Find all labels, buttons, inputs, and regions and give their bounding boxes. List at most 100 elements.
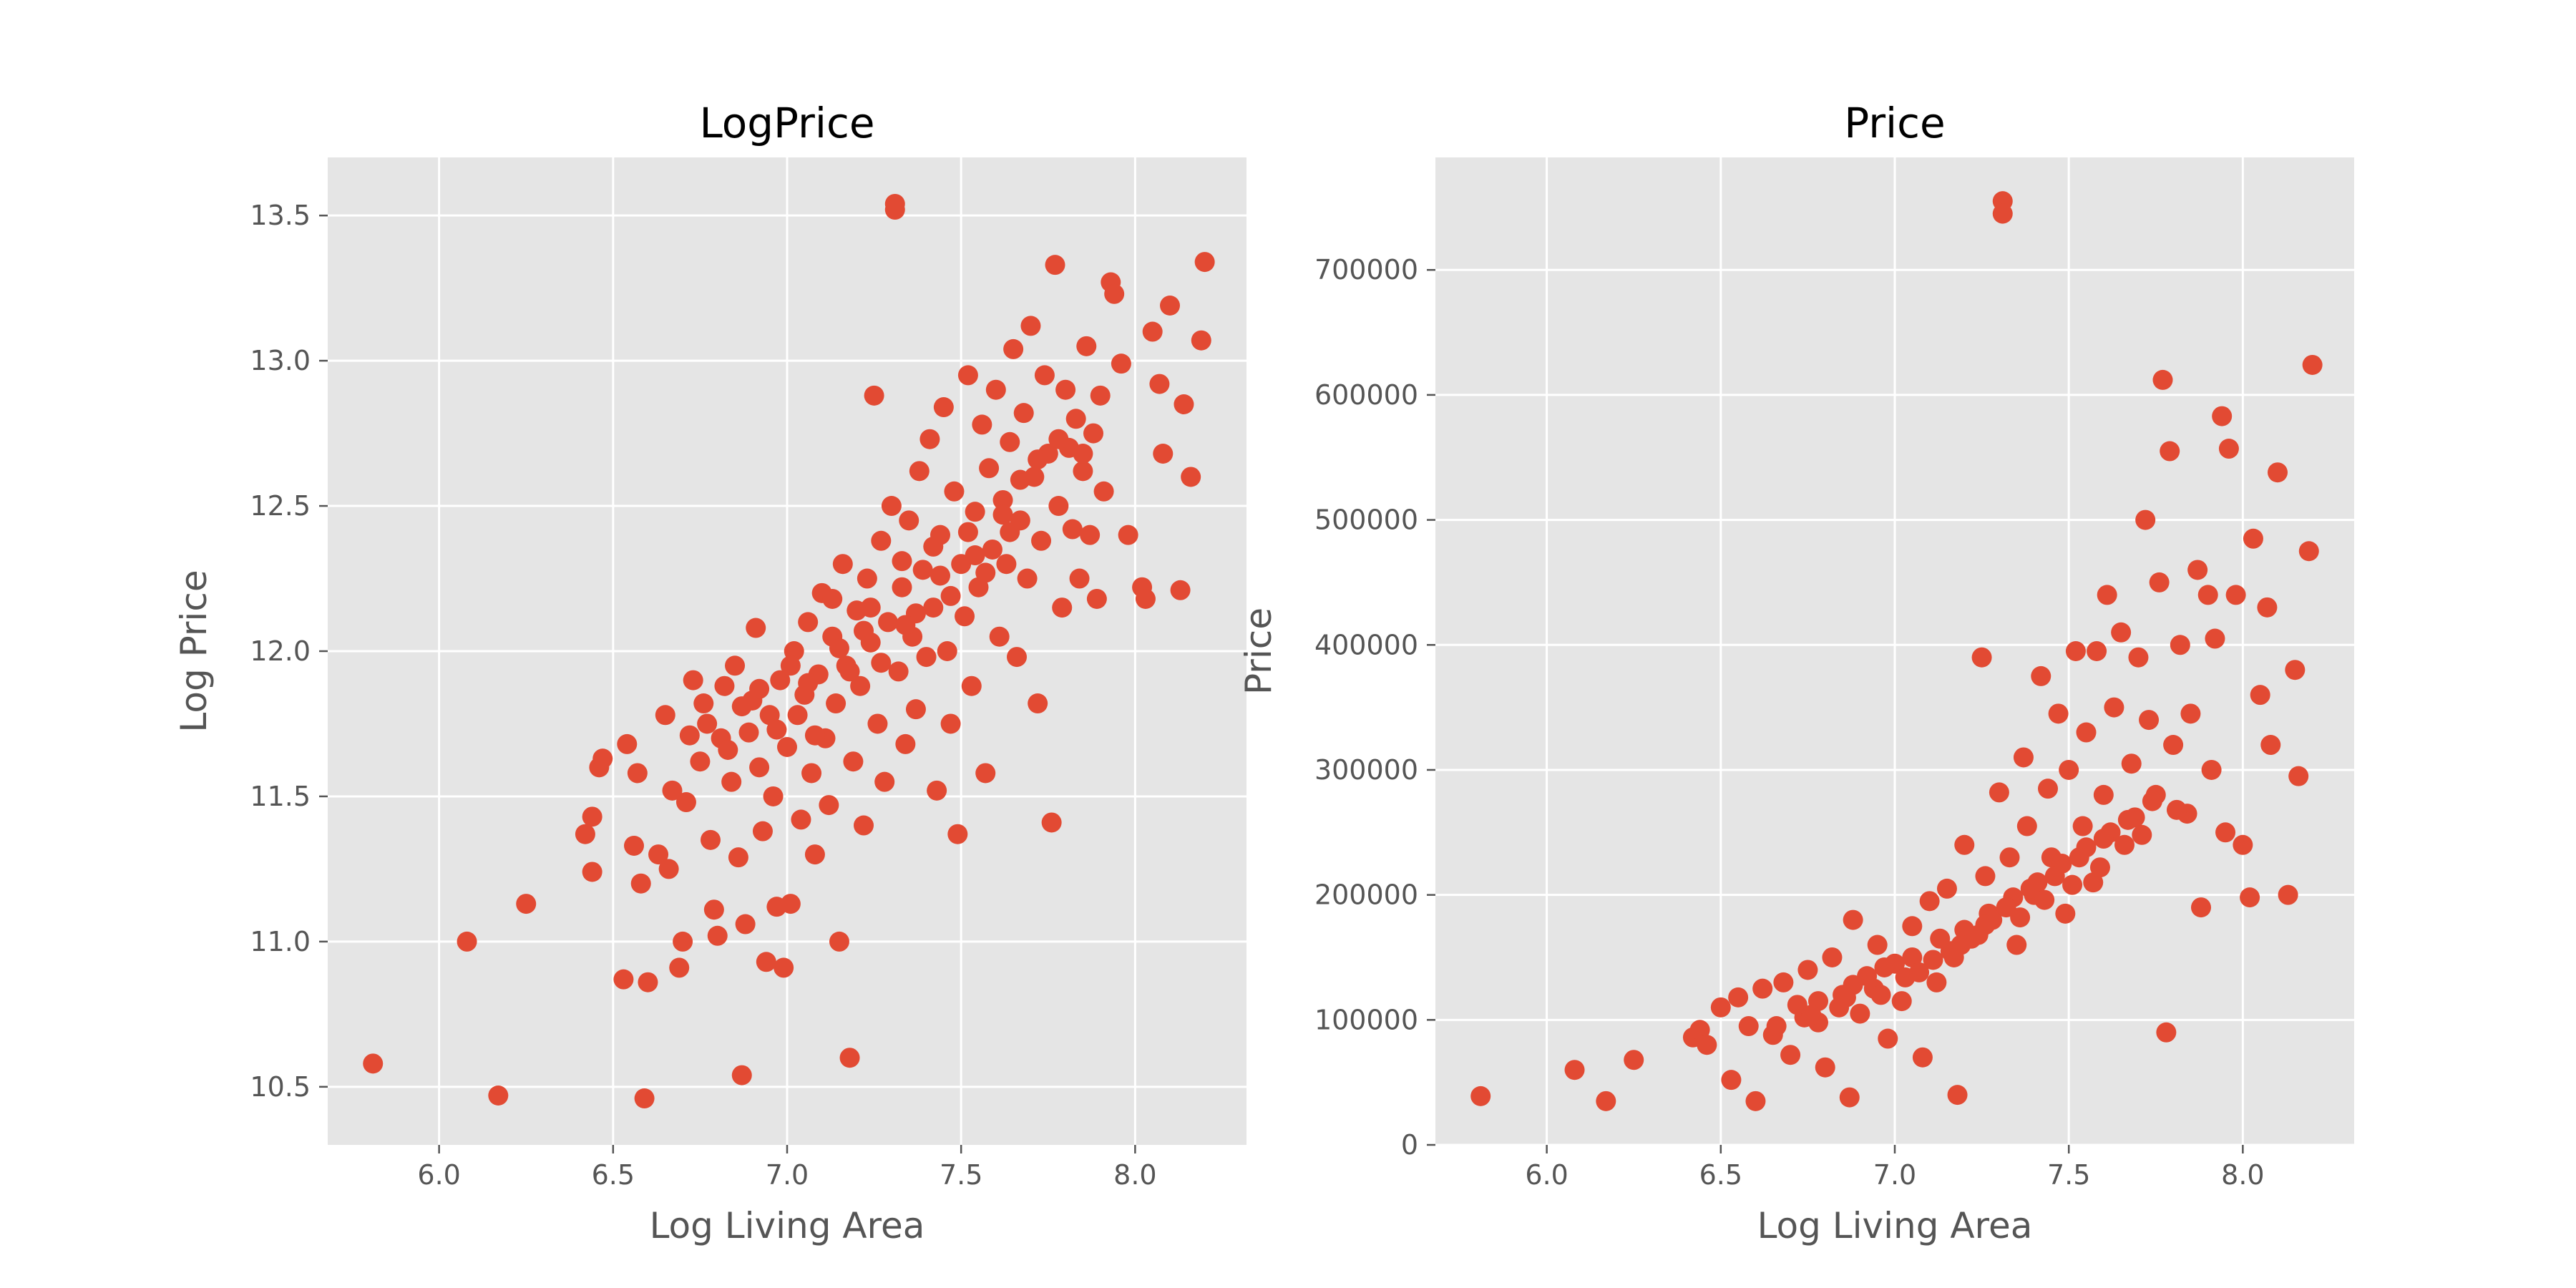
data-point [2180, 703, 2201, 724]
data-point [1000, 522, 1020, 542]
x-axis-label: Log Living Area [650, 1205, 925, 1246]
data-point [1073, 461, 1093, 482]
data-point [1470, 1085, 1491, 1106]
data-point [884, 200, 905, 220]
data-point [2225, 585, 2246, 605]
data-point [749, 678, 770, 699]
y-tick-label: 10.5 [250, 1071, 311, 1103]
data-point [624, 835, 644, 856]
data-point [1048, 496, 1069, 517]
data-point [892, 577, 912, 597]
data-point [2278, 884, 2298, 905]
data-point [2135, 509, 2156, 530]
data-point [1160, 296, 1180, 316]
data-point [930, 565, 950, 586]
data-point [2111, 622, 2132, 643]
data-point [2260, 735, 2281, 756]
data-point [662, 780, 683, 801]
data-point [982, 539, 1002, 560]
data-point [2062, 874, 2083, 895]
data-point [1564, 1060, 1585, 1080]
data-point [2205, 628, 2225, 649]
data-point [1048, 429, 1069, 449]
data-point [888, 661, 909, 682]
data-point [826, 693, 847, 714]
data-point [2288, 766, 2309, 786]
data-point [2128, 647, 2149, 668]
data-point [1996, 897, 2016, 918]
data-point [1710, 997, 1731, 1018]
data-point [1975, 866, 1996, 887]
data-point [857, 568, 877, 589]
data-point [1093, 481, 1114, 502]
data-point [2250, 685, 2270, 706]
data-point [697, 713, 718, 734]
data-point [1728, 987, 1749, 1008]
data-point [1947, 1085, 1968, 1106]
data-point [752, 821, 773, 841]
data-point [822, 588, 843, 609]
data-point [1891, 991, 1912, 1012]
data-point [1174, 394, 1194, 414]
data-point [1835, 987, 1856, 1008]
x-tick-label: 6.5 [592, 1159, 635, 1191]
data-point [780, 655, 801, 676]
data-point [1815, 1057, 1835, 1078]
data-point [2089, 857, 2110, 878]
data-point [2215, 822, 2236, 843]
data-point [2093, 829, 2114, 849]
y-tick-label: 12.0 [250, 635, 311, 667]
data-point [1069, 568, 1090, 589]
data-point [2114, 834, 2135, 855]
y-tick-label: 200000 [1314, 879, 1418, 911]
data-point [944, 481, 965, 502]
data-point [1697, 1035, 1717, 1055]
data-point [874, 771, 895, 792]
data-point [2072, 816, 2093, 836]
data-point [1843, 909, 1863, 930]
data-point [746, 618, 766, 638]
data-point [1878, 1028, 1898, 1049]
data-point [923, 536, 944, 557]
data-point [985, 379, 1006, 400]
data-point [2156, 1022, 2177, 1043]
data-point [2087, 641, 2107, 661]
data-point [919, 429, 940, 449]
data-point [992, 504, 1013, 525]
data-point [957, 522, 978, 542]
x-tick-label: 7.0 [1873, 1159, 1916, 1191]
data-point [2152, 369, 2173, 390]
data-point [1902, 916, 1923, 937]
x-tick-label: 6.0 [417, 1159, 460, 1191]
data-point [1086, 588, 1107, 609]
data-point [1020, 316, 1041, 336]
data-point [679, 725, 700, 746]
data-point [979, 458, 1000, 479]
data-point [1926, 972, 1947, 992]
data-point [1954, 834, 1975, 855]
data-point [2048, 703, 2069, 724]
data-point [1936, 878, 1957, 899]
data-point [1738, 1016, 1759, 1037]
data-point [780, 894, 801, 914]
data-point [1135, 588, 1156, 609]
data-point [2069, 847, 2089, 868]
data-point [1801, 1005, 1822, 1025]
data-point [1028, 449, 1048, 470]
data-point [1902, 947, 1923, 967]
data-point [738, 722, 759, 743]
axis-ticks: 6.0 6.5 7.0 7.5 8.0 10.5 11.0 11.5 12.0 12.5 13.0 1… [250, 200, 1156, 1191]
data-point [2044, 866, 2065, 887]
data-point [1142, 321, 1163, 342]
data-point [871, 653, 892, 673]
data-point [725, 655, 746, 676]
y-tick-label: 700000 [1314, 254, 1418, 286]
data-point [516, 894, 537, 914]
gridlines [1435, 157, 2354, 1146]
data-point [1000, 431, 1020, 452]
data-point [1780, 1045, 1801, 1065]
data-point [912, 560, 933, 580]
data-point [819, 795, 839, 816]
data-point [2285, 660, 2306, 680]
data-point [2187, 560, 2208, 580]
